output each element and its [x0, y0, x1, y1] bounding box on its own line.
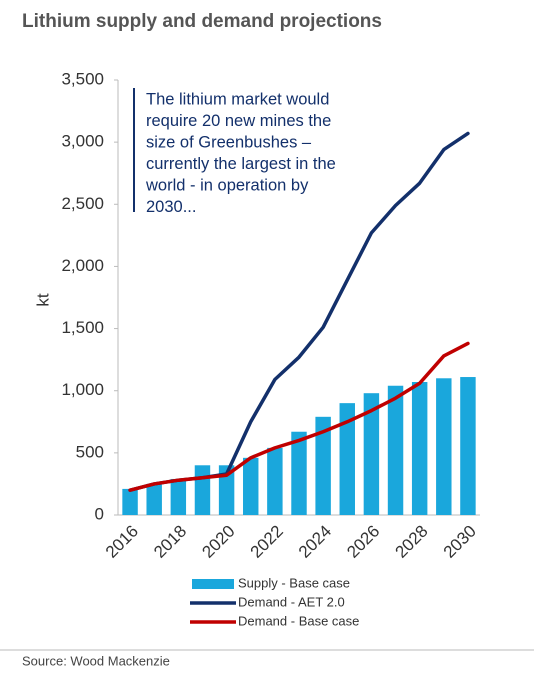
bar — [315, 416, 331, 515]
annotation: size of Greenbushes – — [146, 133, 312, 151]
bar — [387, 385, 404, 515]
y-tick-label: 0 — [95, 504, 104, 523]
x-tick-label: 2016 — [102, 522, 142, 562]
bar — [194, 465, 211, 515]
x-tick-label: 2028 — [391, 522, 431, 562]
x-tick-label: 2020 — [198, 522, 238, 562]
legend-label: Demand - Base case — [238, 613, 359, 628]
y-tick-label: 2,500 — [61, 194, 104, 213]
annotation: world - in operation by — [145, 176, 309, 194]
y-tick-label: 3,500 — [61, 69, 104, 88]
bar — [267, 447, 283, 515]
annotation: The lithium market would — [146, 90, 329, 108]
chart-title: Lithium supply and demand projections — [22, 11, 382, 32]
bar — [363, 393, 380, 515]
source: Source: Wood Mackenzie — [22, 653, 170, 668]
bar — [291, 431, 307, 515]
y-axis-label: kt — [33, 293, 52, 307]
x-tick-label: 2030 — [440, 522, 480, 562]
y-tick-label: 2,000 — [61, 256, 104, 275]
bar — [339, 403, 355, 515]
x-tick-label: 2026 — [343, 522, 383, 562]
y-tick-label: 3,000 — [61, 132, 104, 151]
bar — [170, 478, 187, 515]
bar — [218, 465, 235, 515]
x-tick-label: 2018 — [150, 522, 190, 562]
annotation: 2030... — [146, 198, 196, 216]
bar — [243, 457, 259, 515]
bar — [122, 488, 138, 515]
legend-swatch — [192, 579, 234, 589]
legend-label: Demand - AET 2.0 — [238, 594, 345, 609]
y-tick-label: 1,000 — [61, 380, 104, 399]
annotation: currently the largest in the — [146, 155, 336, 173]
y-tick-label: 1,500 — [61, 318, 104, 337]
annotation: require 20 new mines the — [146, 112, 331, 130]
x-tick-label: 2024 — [295, 522, 335, 562]
bar — [460, 377, 476, 515]
legend-label: Supply - Base case — [238, 575, 350, 590]
bar — [436, 378, 452, 515]
x-tick-label: 2022 — [247, 522, 287, 562]
bar — [146, 483, 162, 515]
y-tick-label: 500 — [76, 442, 104, 461]
line-series — [128, 341, 470, 492]
bar — [411, 382, 428, 515]
